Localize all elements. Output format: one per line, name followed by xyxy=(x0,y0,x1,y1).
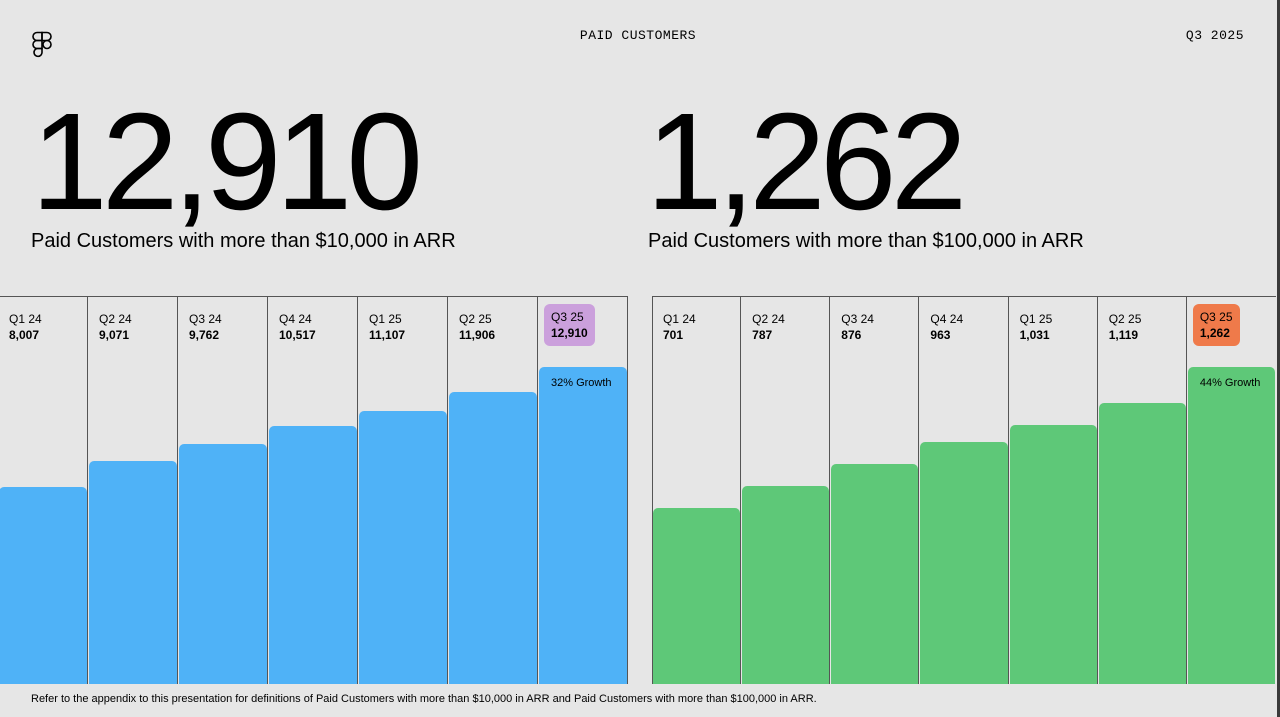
chart-top-rule xyxy=(0,296,628,297)
column-divider xyxy=(740,296,742,684)
footnote: Refer to the appendix to this presentati… xyxy=(31,693,817,705)
bar-label: Q2 25 11,906 xyxy=(459,311,495,343)
value-label: 12,910 xyxy=(551,326,588,340)
bar-label: Q1 24 8,007 xyxy=(9,311,42,343)
value-label: 787 xyxy=(752,328,773,342)
column-divider xyxy=(1096,296,1098,684)
quarter-label: Q1 24 xyxy=(9,312,42,326)
figma-logo-icon xyxy=(32,31,52,58)
bar: 44% Growth xyxy=(1187,367,1275,684)
bar xyxy=(269,425,357,684)
bar-label: Q4 24 963 xyxy=(930,311,963,343)
column-divider xyxy=(177,296,178,684)
chart-100k-column-q1-25: Q1 25 1,031 xyxy=(1009,296,1098,684)
bar-label: Q4 24 10,517 xyxy=(279,311,316,343)
chart-10k-column-q4-24: Q4 24 10,517 xyxy=(268,296,358,684)
value-label: 11,107 xyxy=(369,328,406,342)
chart-100k-column-q1-24: Q1 24 701 xyxy=(652,296,742,684)
chart-10k-column-q3-24: Q3 24 9,762 xyxy=(178,296,268,684)
quarter-label: Q2 24 xyxy=(99,312,132,326)
bar xyxy=(0,487,87,684)
value-label: 963 xyxy=(930,328,951,342)
bar xyxy=(359,411,447,684)
quarter-label: Q2 25 xyxy=(1108,312,1142,326)
bar xyxy=(449,391,537,684)
quarter-label: Q3 25 xyxy=(1199,310,1233,324)
bar xyxy=(653,507,741,684)
column-divider xyxy=(357,296,358,684)
chart-top-rule xyxy=(652,296,1276,297)
quarter-label: Q2 25 xyxy=(459,312,492,326)
bar xyxy=(1098,402,1186,684)
bar xyxy=(742,486,830,684)
value-label: 1,262 xyxy=(1199,326,1230,340)
column-divider xyxy=(652,296,653,684)
quarter-label: Q3 24 xyxy=(841,312,874,326)
chart-10k-column-q3-25: 32% Growth Q3 25 12,910 xyxy=(538,296,628,684)
chart-10k-column-q2-25: Q2 25 11,906 xyxy=(448,296,538,684)
bar-label: Q3 24 9,762 xyxy=(189,311,222,343)
value-label: 11,906 xyxy=(459,328,496,342)
column-divider xyxy=(537,296,538,684)
value-label: 8,007 xyxy=(9,328,40,342)
page-title: PAID CUSTOMERS xyxy=(579,28,697,43)
big-number-10k: 12,910 xyxy=(31,85,423,239)
quarter-label: Q3 24 xyxy=(189,312,222,326)
bar-label: Q2 24 787 xyxy=(752,311,785,343)
value-label: 1,119 xyxy=(1108,328,1139,342)
chart-100k-column-q2-25: Q2 25 1,119 xyxy=(1098,296,1187,684)
subtitle-10k: Paid Customers with more than $10,000 in… xyxy=(31,230,456,252)
period-label: Q3 2025 xyxy=(1185,28,1244,43)
chart-10k-column-q1-25: Q1 25 11,107 xyxy=(358,296,448,684)
highlight-badge: Q3 25 1,262 xyxy=(1192,304,1240,346)
bar-chart-10k-arr: Q1 24 8,007 Q2 24 9,071 Q3 24 9,762 Q4 24 10,51… xyxy=(0,296,628,684)
growth-annotation: 32% Growth xyxy=(551,376,612,389)
value-label: 1,031 xyxy=(1019,328,1050,342)
column-divider xyxy=(829,296,831,684)
quarter-label: Q4 24 xyxy=(930,312,964,326)
column-divider xyxy=(447,296,448,684)
bar-label: Q1 24 701 xyxy=(663,311,696,343)
chart-100k-column-q2-24: Q2 24 787 xyxy=(741,296,831,684)
quarter-label: Q4 24 xyxy=(279,312,312,326)
subtitle-100k: Paid Customers with more than $100,000 i… xyxy=(648,230,1084,252)
value-label: 876 xyxy=(841,328,862,342)
chart-10k-column-q2-24: Q2 24 9,071 xyxy=(88,296,178,684)
column-divider xyxy=(627,296,628,684)
growth-annotation: 44% Growth xyxy=(1199,377,1261,390)
quarter-label: Q1 24 xyxy=(663,312,696,326)
bar-label: Q1 25 11,107 xyxy=(369,311,405,343)
bar-label: Q2 25 1,119 xyxy=(1109,311,1142,343)
bar xyxy=(89,461,177,684)
bar: 32% Growth xyxy=(539,366,627,684)
chart-10k-column-q1-24: Q1 24 8,007 xyxy=(0,296,88,684)
quarter-label: Q3 25 xyxy=(551,310,584,324)
bar xyxy=(1009,425,1097,684)
highlight-badge: Q3 25 12,910 xyxy=(544,304,595,346)
value-label: 10,517 xyxy=(279,328,316,342)
chart-100k-column-q4-24: Q4 24 963 xyxy=(919,296,1009,684)
column-divider xyxy=(87,296,88,684)
right-edge-divider xyxy=(1277,0,1280,717)
column-divider xyxy=(918,296,920,684)
quarter-label: Q1 25 xyxy=(1019,312,1053,326)
value-label: 9,762 xyxy=(189,328,220,342)
chart-100k-column-q3-24: Q3 24 876 xyxy=(830,296,920,684)
bar-label: Q3 24 876 xyxy=(841,311,874,343)
bar xyxy=(920,442,1008,684)
quarter-label: Q1 25 xyxy=(369,312,402,326)
bar-chart-100k-arr: Q1 24 701 Q2 24 787 Q3 24 876 Q4 24 963 Q1 25 1,0… xyxy=(652,296,1276,684)
quarter-label: Q2 24 xyxy=(752,312,785,326)
big-number-100k: 1,262 xyxy=(646,85,967,239)
bar-label: Q1 25 1,031 xyxy=(1020,311,1053,343)
value-label: 9,071 xyxy=(99,328,130,342)
bar-label: Q2 24 9,071 xyxy=(99,311,132,343)
bar xyxy=(831,464,919,684)
column-divider xyxy=(1007,296,1009,684)
column-divider xyxy=(1185,296,1187,684)
bar xyxy=(179,444,267,684)
value-label: 701 xyxy=(663,328,684,342)
column-divider xyxy=(267,296,268,684)
chart-100k-column-q3-25: 44% Growth Q3 25 1,262 xyxy=(1187,296,1276,684)
